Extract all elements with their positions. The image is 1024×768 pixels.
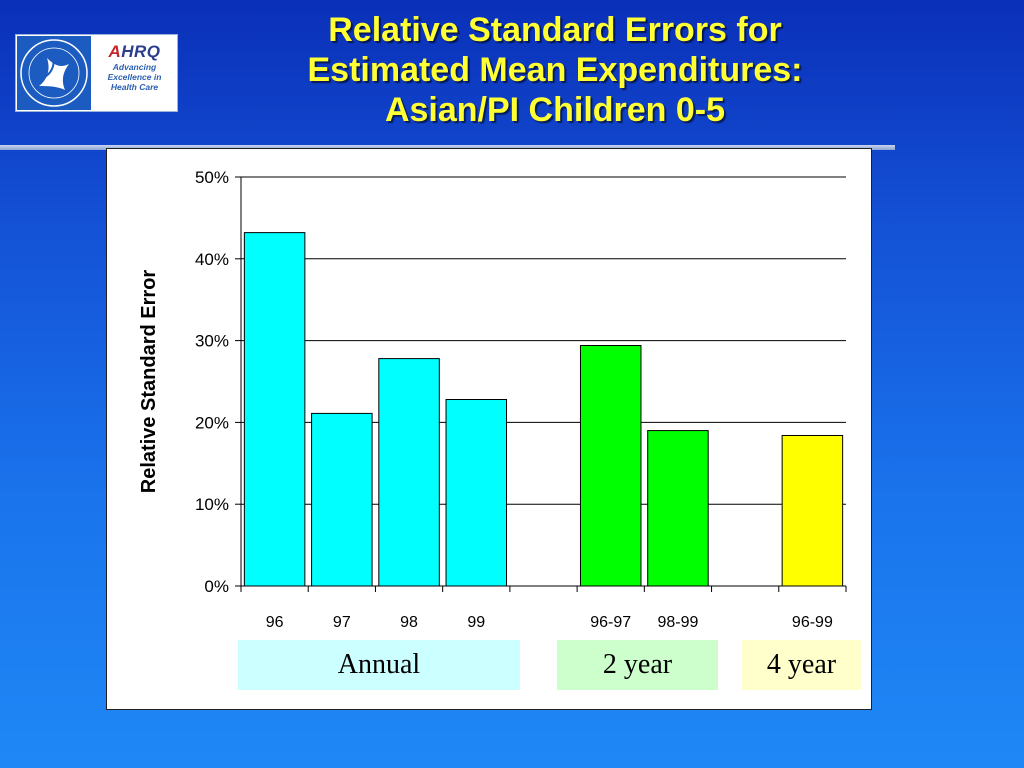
bar-chart: 0% 10% 20% 30% 40% 50% 96 97 98 99 96-97 98-99 96-99… [138,168,847,631]
ahrq-logo: AHRQ Advancing Excellence in Health Care [93,36,176,110]
hhs-seal-icon [17,36,91,110]
x-tick-label: 96 [266,614,284,631]
bar-97 [311,412,373,587]
title-line-2: Estimated Mean Expenditures: [307,51,803,89]
bar-98 [378,358,440,587]
x-tick-label: 98-99 [657,614,698,631]
ahrq-tagline-3: Health Care [110,82,159,92]
bar-96 [243,232,306,587]
bar-96-99 [781,434,844,587]
bar-96-97 [579,345,642,587]
bar-98-99 [647,430,709,587]
title-line-1: Relative Standard Errors for [328,11,782,49]
chart-panel: 0% 10% 20% 30% 40% 50% 96 97 98 99 96-97 98-99 96-99… [106,148,872,710]
group-label-2-year: 2 year [557,640,718,690]
bar-99 [445,398,508,587]
title-divider [0,145,895,150]
x-tick-label: 97 [333,614,351,631]
x-tick-label: 96-99 [792,614,833,631]
y-tick-label: 20% [195,413,229,432]
y-tick-label: 40% [195,250,229,269]
title-line-3: Asian/PI Children 0-5 [384,91,726,129]
y-axis-label: Relative Standard Error [138,270,160,494]
slide-title: Relative Standard Errors for Estimated M… [190,10,920,130]
y-tick-label: 10% [195,495,229,514]
x-tick-label: 96-97 [590,614,631,631]
group-label-annual: Annual [238,640,520,690]
ahrq-tagline-2: Excellence in [107,72,162,82]
y-tick-label: 30% [195,332,229,351]
ahrq-tagline-1: Advancing [112,62,157,72]
y-tick-label: 0% [204,577,229,596]
group-label-4-year: 4 year [742,640,861,690]
logo-block: AHRQ Advancing Excellence in Health Care [15,34,178,112]
x-tick-label: 98 [400,614,418,631]
x-tick-label: 99 [467,614,485,631]
y-tick-label: 50% [195,168,229,187]
ahrq-brand: AHRQ [108,42,161,61]
